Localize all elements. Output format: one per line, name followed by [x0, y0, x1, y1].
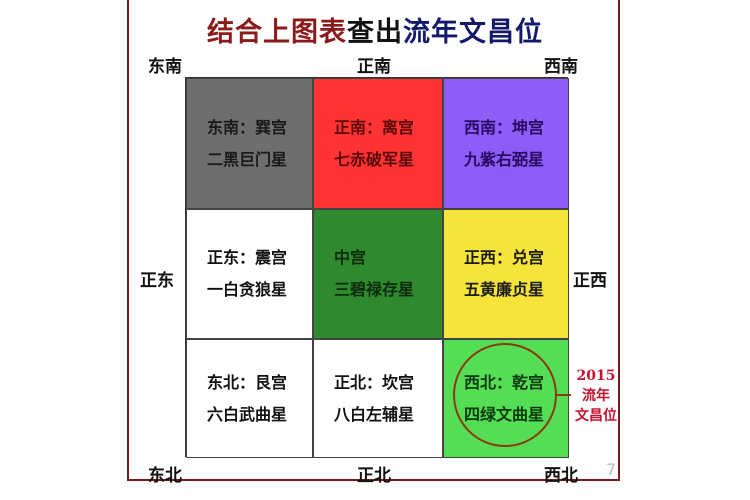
direction-north: 正北: [357, 466, 391, 486]
palace-cell: 正北：坎宫八白左辅星: [313, 339, 443, 458]
palace-name: 正南：离宫: [334, 117, 415, 137]
palace-star: 七赤破军星: [334, 149, 415, 169]
palace-cell: 正西：兑宫五黄廉贞星: [443, 209, 569, 339]
palace-name: 正北：坎宫: [334, 372, 415, 392]
palace-cell: 正南：离宫七赤破军星: [313, 78, 443, 209]
palace-cell: 正东：震宫一白贪狼星: [186, 209, 313, 339]
direction-southwest: 西南: [544, 57, 578, 77]
direction-west: 正西: [573, 271, 607, 291]
palace-name: 中宫: [334, 248, 367, 267]
palace-name: 正西：兑宫: [464, 248, 545, 267]
palace-name: 东南：巽宫: [207, 117, 288, 137]
palace-star: 九紫右弼星: [464, 149, 545, 169]
palace-star: 八白左辅星: [334, 404, 415, 424]
highlight-connector: [557, 394, 571, 396]
palace-cell: 中宫 三碧禄存星: [313, 209, 443, 339]
direction-northwest: 西北: [544, 466, 578, 486]
palace-star: 三碧禄存星: [334, 280, 415, 299]
direction-southeast: 东南: [148, 57, 182, 77]
palace-cell: 西南：坤宫九紫右弼星: [443, 78, 569, 209]
palace-cell: 东南：巽宫二黑巨门星: [186, 78, 313, 209]
nine-palace-grid: 东南：巽宫 二黑巨门星 正南：离宫 七赤破军星 西南：坤宫 九紫右弼星 正东：震宫 一白贪狼星…: [185, 77, 569, 458]
palace-star: 二黑巨门星: [207, 149, 288, 169]
highlight-circle: [453, 343, 557, 447]
palace-star: 一白贪狼星: [207, 280, 288, 299]
diagram-title: 结合上图表查出流年文昌位: [207, 17, 543, 48]
palace-name: 东北：艮宫: [207, 372, 288, 392]
highlight-note: 2015 流年 文昌位: [575, 368, 617, 424]
palace-star: 六白武曲星: [207, 404, 288, 424]
direction-northeast: 东北: [148, 466, 182, 486]
palace-name: 正东：震宫: [207, 248, 288, 267]
direction-east: 正东: [140, 271, 174, 291]
direction-south: 正南: [357, 57, 391, 77]
page-number: 7: [606, 460, 617, 479]
palace-name: 西南：坤宫: [464, 117, 545, 137]
palace-star: 五黄廉贞星: [464, 280, 545, 299]
palace-cell: 东北：艮宫六白武曲星: [186, 339, 313, 458]
